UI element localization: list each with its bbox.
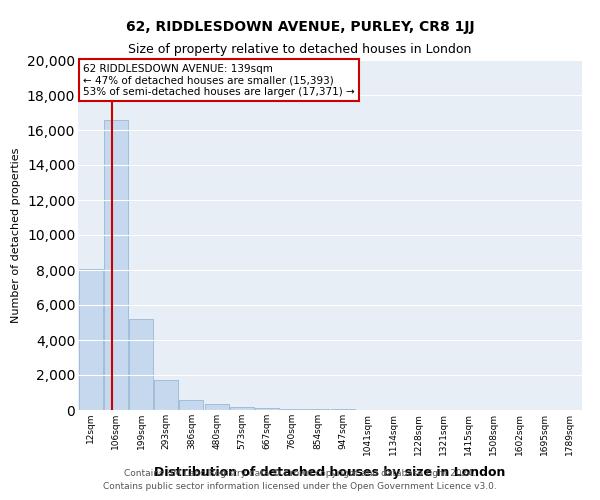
- Bar: [129, 319, 153, 410]
- Bar: [305, 409, 329, 410]
- Text: Contains HM Land Registry data © Crown copyright and database right 2024.: Contains HM Land Registry data © Crown c…: [124, 468, 476, 477]
- Bar: [280, 408, 304, 410]
- X-axis label: Distribution of detached houses by size in London: Distribution of detached houses by size …: [154, 466, 506, 479]
- Text: 62, RIDDLESDOWN AVENUE, PURLEY, CR8 1JJ: 62, RIDDLESDOWN AVENUE, PURLEY, CR8 1JJ: [125, 20, 475, 34]
- Bar: [230, 406, 254, 410]
- Bar: [179, 400, 203, 410]
- Text: Contains public sector information licensed under the Open Government Licence v3: Contains public sector information licen…: [103, 482, 497, 491]
- Text: Size of property relative to detached houses in London: Size of property relative to detached ho…: [128, 42, 472, 56]
- Bar: [205, 404, 229, 410]
- Y-axis label: Number of detached properties: Number of detached properties: [11, 148, 21, 322]
- Bar: [255, 408, 279, 410]
- Bar: [104, 120, 128, 410]
- Bar: [79, 269, 103, 410]
- Text: 62 RIDDLESDOWN AVENUE: 139sqm
← 47% of detached houses are smaller (15,393)
53% : 62 RIDDLESDOWN AVENUE: 139sqm ← 47% of d…: [83, 64, 355, 96]
- Bar: [154, 380, 178, 410]
